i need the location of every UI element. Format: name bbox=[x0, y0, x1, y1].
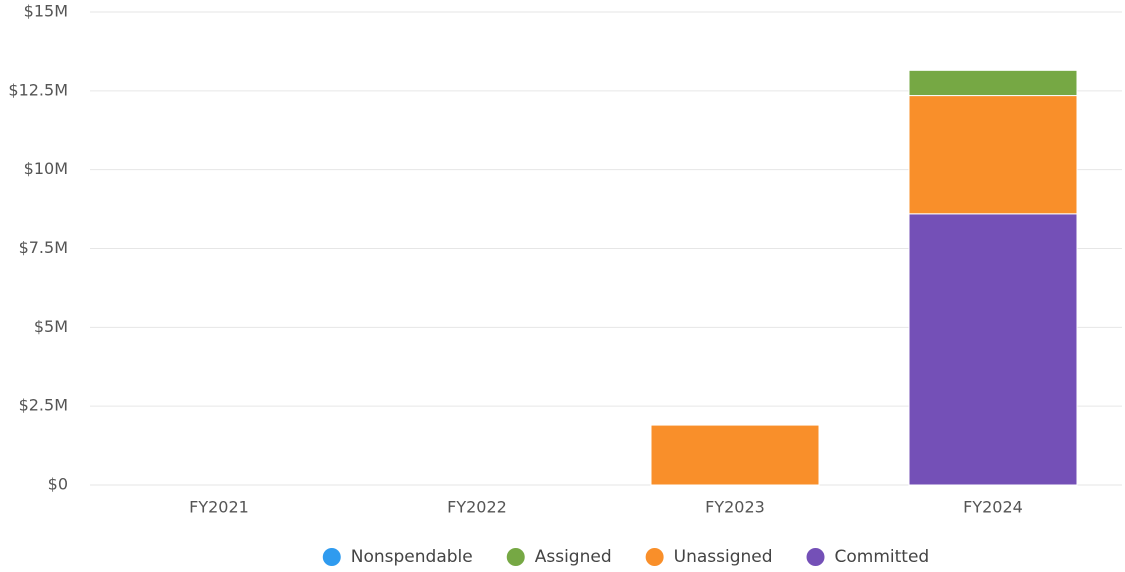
legend-marker bbox=[645, 548, 664, 566]
y-tick-label: $10M bbox=[24, 159, 68, 178]
y-tick-label: $5M bbox=[34, 317, 68, 336]
y-tick-label: $2.5M bbox=[19, 396, 68, 415]
legend-label: Nonspendable bbox=[351, 547, 473, 567]
y-tick-label: $15M bbox=[24, 2, 68, 21]
bar-segment bbox=[650, 424, 820, 486]
bar-segment bbox=[908, 213, 1078, 486]
x-tick-label: FY2022 bbox=[447, 498, 507, 517]
bar-segment bbox=[908, 69, 1078, 97]
y-tick-label: $12.5M bbox=[8, 80, 68, 99]
y-tick-label: $7.5M bbox=[19, 238, 68, 257]
legend-label: Assigned bbox=[535, 547, 612, 567]
y-tick-label: $0 bbox=[48, 475, 68, 494]
legend-marker bbox=[506, 548, 525, 566]
bar-segment bbox=[908, 95, 1078, 215]
legend-marker bbox=[322, 548, 341, 566]
x-tick-label: FY2021 bbox=[189, 498, 249, 517]
x-tick-label: FY2024 bbox=[963, 498, 1023, 517]
x-tick-label: FY2023 bbox=[705, 498, 765, 517]
legend-marker bbox=[806, 548, 825, 566]
legend-label: Unassigned bbox=[674, 547, 773, 567]
legend-label: Committed bbox=[835, 547, 930, 567]
